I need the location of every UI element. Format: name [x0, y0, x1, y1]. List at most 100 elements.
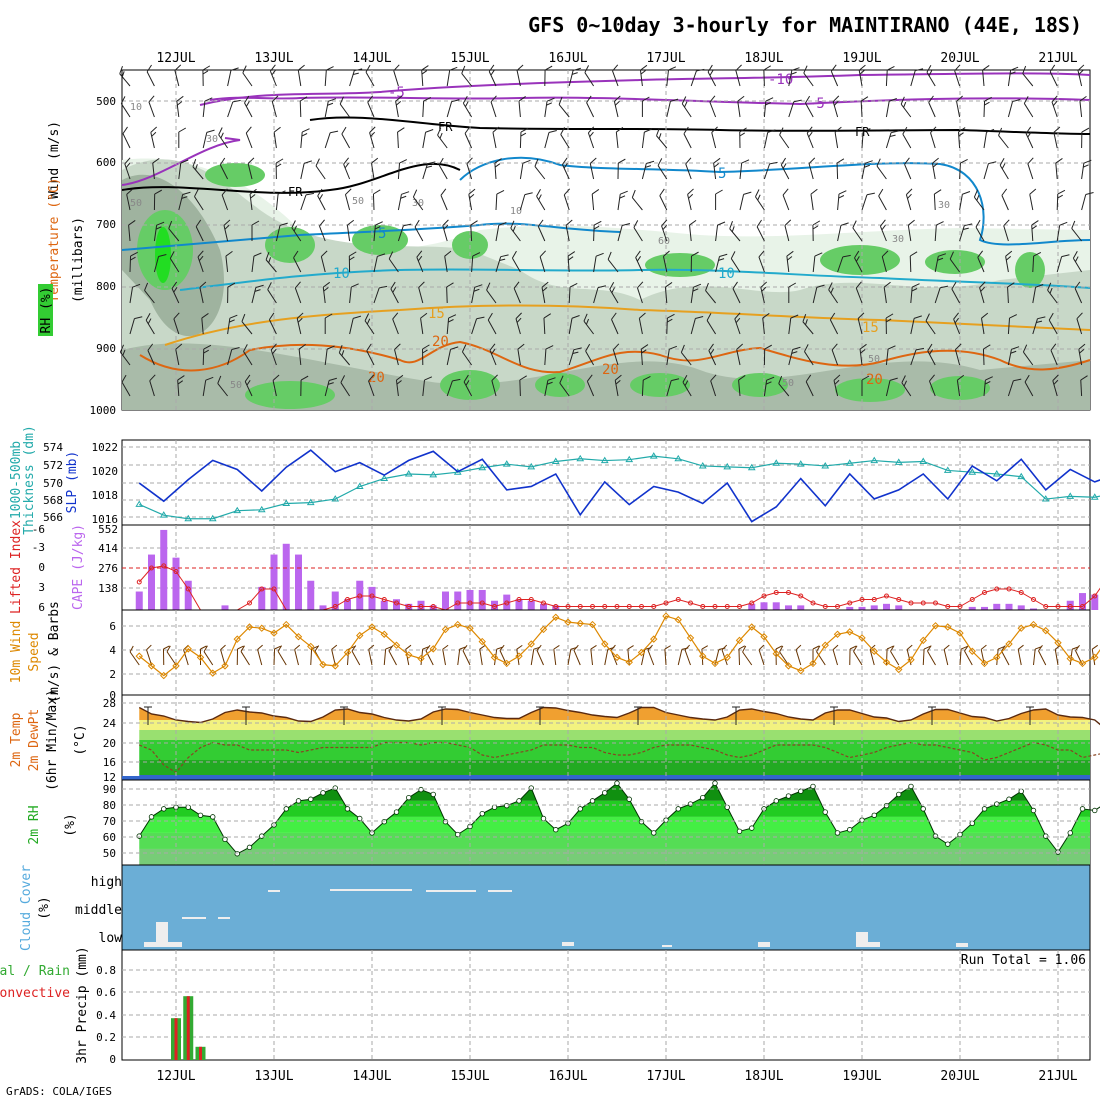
surface-wind-barb — [869, 644, 876, 666]
barb-staff — [859, 349, 863, 366]
wind-barb — [927, 343, 936, 366]
ytick-li: -3 — [32, 541, 45, 554]
legend-total-rain: Total / Rain — [0, 964, 70, 979]
barb-staff — [121, 381, 131, 397]
barb-staff — [322, 287, 326, 304]
cape-bar — [442, 591, 449, 610]
wind-barb — [609, 282, 619, 304]
barb-flag — [390, 281, 396, 290]
wind-barb — [690, 283, 702, 304]
barb-staff — [829, 319, 839, 335]
wind-barb — [464, 126, 473, 149]
ytick-700: 700 — [96, 218, 116, 231]
barb-flag — [1083, 159, 1092, 164]
barb-flag — [147, 343, 154, 351]
wind-barb — [666, 98, 679, 118]
surface-wind-barb — [388, 645, 397, 666]
wind-barb — [1055, 158, 1063, 180]
barb-flag — [828, 282, 833, 290]
barb-staff — [951, 288, 961, 304]
li-marker — [908, 600, 914, 606]
wind-barb — [736, 343, 744, 366]
wind-barb — [837, 254, 851, 273]
barb-flag — [536, 189, 541, 197]
wind-barb — [273, 126, 281, 149]
barb-flag — [1024, 374, 1030, 383]
barb-staff — [197, 256, 204, 273]
barb-flag — [367, 95, 374, 103]
wind-barb — [711, 126, 718, 149]
barb-flag — [146, 64, 152, 73]
barb-flag — [536, 644, 542, 651]
wind-barb — [338, 345, 350, 366]
wind-barb — [201, 313, 209, 335]
barb-flag — [374, 226, 381, 230]
ytick-rh: 70 — [103, 815, 116, 828]
barb-staff — [795, 649, 802, 666]
ylabel-barbs: (m/s) & Barbs — [47, 601, 62, 703]
barb-flag — [145, 313, 151, 321]
barb-staff — [641, 163, 647, 180]
wind-barb — [833, 374, 841, 397]
barb-flag — [588, 126, 595, 134]
barb-flag — [516, 317, 522, 323]
barb-flag — [713, 157, 721, 164]
wind-barb — [999, 158, 1009, 180]
barb-staff — [934, 256, 939, 273]
wind-barb — [641, 375, 651, 397]
barb-staff — [178, 163, 182, 180]
barb-flag — [934, 189, 942, 195]
rh-marker — [393, 809, 400, 815]
wind-barb — [1052, 374, 1059, 397]
barb-staff — [437, 134, 448, 149]
barb-flag — [1052, 374, 1059, 381]
barb-flag — [249, 188, 257, 195]
wind-barb — [730, 251, 741, 273]
barb-flag — [779, 645, 784, 652]
barb-flag — [154, 189, 162, 195]
barb-staff — [904, 164, 912, 180]
barb-flag — [1051, 95, 1058, 103]
barb-flag — [701, 645, 708, 650]
barb-staff — [779, 134, 790, 149]
barb-staff — [830, 71, 839, 87]
wind-barb — [368, 374, 375, 397]
rh-marker — [1079, 806, 1086, 812]
barb-flag — [1031, 225, 1038, 230]
barb-staff — [440, 195, 448, 211]
barb-flag — [615, 379, 621, 385]
barb-flag — [339, 96, 344, 105]
barb-flag — [218, 127, 223, 135]
ylabel-precip: 3hr Precip (mm) — [75, 946, 90, 1063]
wind-barb — [227, 99, 241, 118]
barb-staff — [1078, 349, 1083, 366]
cloud-bar — [156, 922, 168, 947]
surface-wind-barb — [795, 644, 802, 666]
barb-staff — [788, 349, 794, 366]
barb-flag — [322, 281, 331, 288]
wind-barb — [129, 316, 143, 335]
barb-staff — [568, 318, 573, 335]
barb-flag — [255, 284, 264, 288]
barb-staff — [178, 194, 184, 211]
precip-convective-bar — [186, 996, 190, 1060]
barb-flag — [816, 284, 825, 288]
li-marker — [516, 597, 522, 602]
wind-barb — [559, 375, 570, 397]
barb-staff — [812, 256, 816, 273]
barb-staff — [784, 225, 790, 242]
barb-flag — [854, 250, 860, 259]
wind-speed-marker — [209, 669, 217, 677]
barb-flag — [718, 647, 726, 650]
wind-barb — [683, 126, 692, 149]
barb-staff — [701, 648, 704, 666]
barb-flag — [932, 157, 939, 164]
barb-flag — [983, 344, 991, 350]
surface-wind-barb — [959, 646, 968, 666]
wind-barb — [438, 157, 448, 180]
rh-marker — [381, 818, 387, 825]
barb-flag — [499, 644, 505, 651]
wind-barb — [802, 314, 814, 335]
barb-staff — [388, 650, 397, 666]
barb-flag — [855, 256, 860, 262]
